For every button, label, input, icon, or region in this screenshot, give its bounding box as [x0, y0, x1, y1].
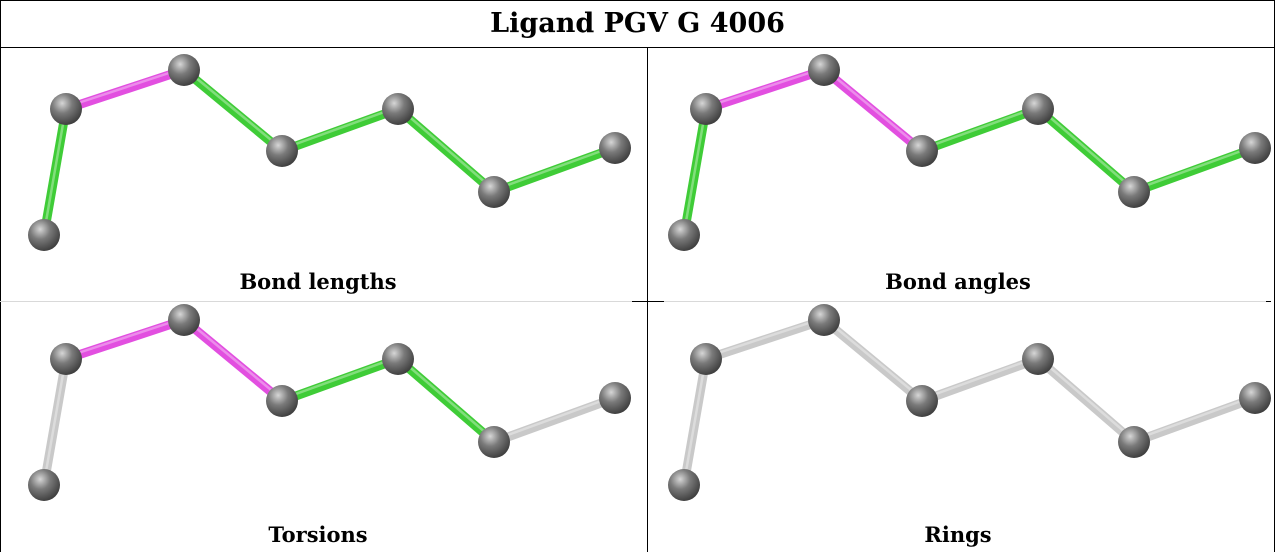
bond-5 [489, 393, 620, 447]
atom-6 [599, 132, 631, 164]
caption-bond-lengths: Bond lengths [239, 269, 397, 294]
panel-torsions-molecule [28, 304, 631, 501]
atom-5 [478, 176, 510, 208]
atom-3 [906, 385, 938, 417]
atom-5 [478, 426, 510, 458]
atom-4 [1022, 93, 1054, 125]
row-divider-mid [632, 301, 664, 302]
bond-1 [701, 65, 829, 114]
atom-0 [28, 219, 60, 251]
atom-1 [690, 343, 722, 375]
atom-4 [382, 343, 414, 375]
atom-0 [668, 219, 700, 251]
atom-6 [599, 382, 631, 414]
row-divider-tick [1266, 301, 1271, 302]
bond-2 [179, 315, 287, 406]
atom-5 [1118, 426, 1150, 458]
bond-3 [277, 354, 403, 406]
bond-4 [393, 354, 499, 447]
atom-2 [808, 54, 840, 86]
border-left [0, 0, 1, 552]
atom-5 [1118, 176, 1150, 208]
atom-6 [1239, 382, 1271, 414]
bond-4 [1033, 104, 1139, 197]
bond-0 [679, 354, 711, 490]
atom-4 [1022, 343, 1054, 375]
bond-1 [701, 315, 829, 364]
atom-1 [690, 93, 722, 125]
row-divider-left [0, 301, 632, 302]
bond-5 [1129, 143, 1260, 197]
caption-bond-angles: Bond angles [885, 269, 1031, 294]
bond-5 [1129, 393, 1260, 447]
title-divider [0, 47, 1275, 48]
panel-rings-molecule [668, 304, 1271, 501]
bond-0 [679, 104, 711, 240]
bond-4 [1033, 354, 1139, 447]
atom-1 [50, 93, 82, 125]
bond-5 [489, 143, 620, 197]
atom-4 [382, 93, 414, 125]
bond-0 [39, 104, 71, 240]
row-divider-right [664, 301, 1268, 302]
caption-torsions: Torsions [268, 522, 368, 547]
caption-rings: Rings [924, 522, 992, 547]
bond-3 [277, 104, 403, 156]
atom-1 [50, 343, 82, 375]
panel-bond-lengths-molecule [28, 54, 631, 251]
bond-3 [917, 104, 1043, 156]
bond-1 [61, 315, 189, 364]
column-divider [647, 47, 648, 552]
atom-0 [668, 469, 700, 501]
bond-2 [819, 315, 927, 406]
atom-0 [28, 469, 60, 501]
atom-3 [266, 385, 298, 417]
bond-4 [393, 104, 499, 197]
atom-3 [266, 135, 298, 167]
atom-6 [1239, 132, 1271, 164]
bond-2 [179, 65, 287, 156]
atom-2 [168, 304, 200, 336]
atom-3 [906, 135, 938, 167]
figure-title: Ligand PGV G 4006 [490, 8, 785, 39]
bond-1 [61, 65, 189, 114]
bond-2 [819, 65, 927, 156]
atom-2 [168, 54, 200, 86]
atom-2 [808, 304, 840, 336]
border-top [0, 0, 1275, 1]
bond-0 [39, 354, 71, 490]
bond-3 [917, 354, 1043, 406]
panel-bond-angles-molecule [668, 54, 1271, 251]
